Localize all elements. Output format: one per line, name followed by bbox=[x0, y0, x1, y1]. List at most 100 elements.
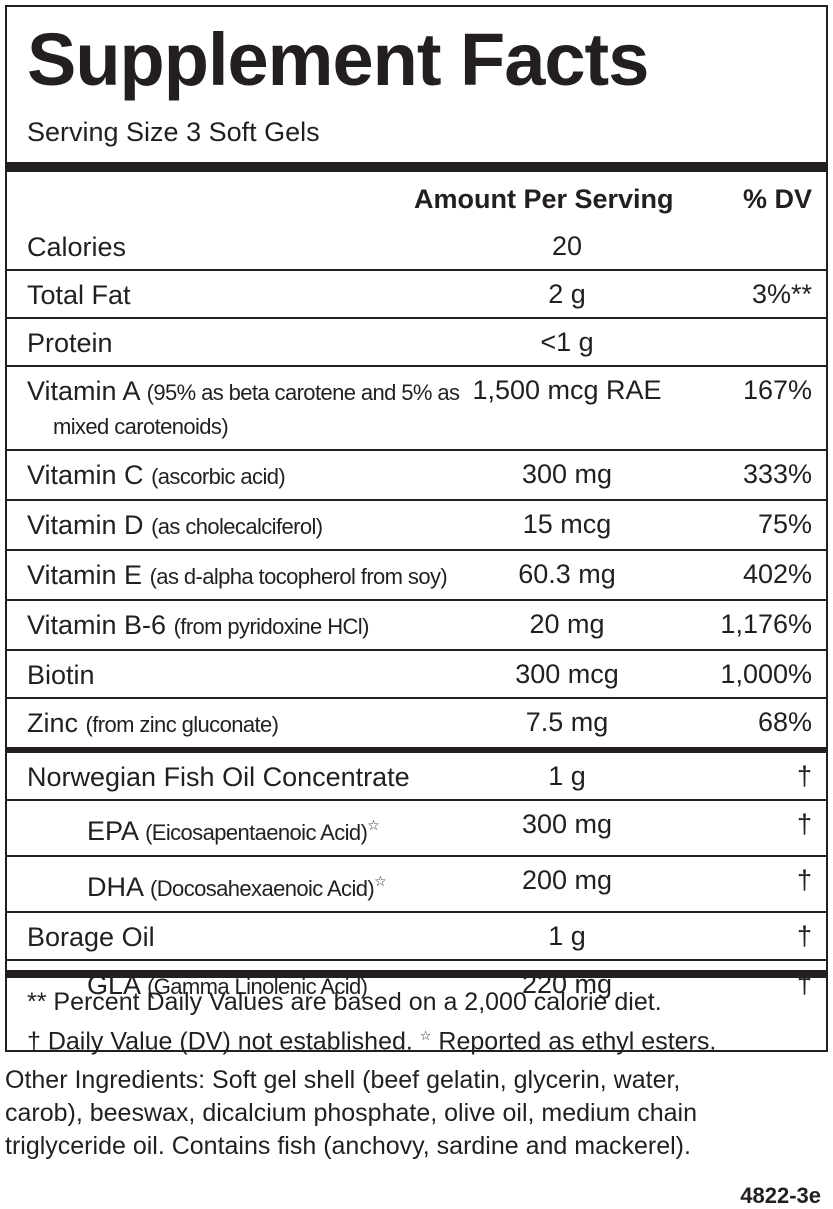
star-mark: ☆ bbox=[419, 1028, 432, 1043]
daily-value: † bbox=[796, 761, 812, 791]
daily-value: † bbox=[796, 865, 812, 895]
footnote-text: † Daily Value (DV) not established. bbox=[27, 1027, 413, 1056]
nutrient-row: Biotin 300 mcg 1,000% bbox=[7, 649, 826, 697]
amount: <1 g bbox=[540, 327, 594, 357]
footnote-text: Reported as ethyl esters. bbox=[438, 1027, 717, 1056]
nutrient-row: Vitamin B-6 (from pyridoxine HCl) 20 mg 1,… bbox=[7, 599, 826, 649]
daily-value: † bbox=[796, 809, 812, 839]
divider bbox=[7, 162, 826, 172]
amount: 20 mg bbox=[529, 609, 605, 639]
nutrient-note: (Gamma Linolenic Acid) bbox=[147, 974, 368, 999]
nutrient-note: (from zinc gluconate) bbox=[85, 712, 279, 737]
nutrient-name: Borage Oil bbox=[27, 922, 155, 952]
footnote: ** Percent Daily Values are based on a 2… bbox=[27, 988, 662, 1016]
footnote: † Daily Value (DV) not established. ☆ Re… bbox=[27, 1019, 826, 1058]
nutrient-table: Calories 20 Total Fat 2 g 3%** Protein <1 g Vit… bbox=[7, 223, 826, 1009]
nutrient-row: Borage Oil 1 g † bbox=[7, 911, 826, 959]
nutrient-note: (ascorbic acid) bbox=[151, 464, 286, 489]
nutrient-name: Zinc bbox=[27, 708, 79, 738]
column-header: Amount Per Serving % DV bbox=[7, 172, 826, 223]
nutrient-row: Vitamin E (as d-alpha tocopherol from so… bbox=[7, 549, 826, 599]
daily-value: 167% bbox=[742, 375, 812, 405]
nutrient-note: (Docosahexaenoic Acid) bbox=[150, 876, 375, 901]
nutrient-note: (Eicosapentaenoic Acid) bbox=[145, 820, 368, 845]
star-mark: ☆ bbox=[374, 873, 387, 889]
nutrient-row: Vitamin D (as cholecalciferol) 15 mcg 75% bbox=[7, 499, 826, 549]
nutrient-cell: Vitamin C (ascorbic acid) bbox=[7, 451, 497, 499]
ingredients-line: Other Ingredients: Soft gel shell (beef … bbox=[5, 1066, 681, 1094]
nutrient-name: Vitamin B-6 bbox=[27, 610, 167, 640]
nutrient-row: Vitamin A (95% as beta carotene and 5% a… bbox=[7, 365, 826, 449]
daily-value: 1,176% bbox=[720, 609, 812, 639]
amount: 300 mg bbox=[521, 809, 613, 839]
nutrient-name: Protein bbox=[27, 328, 113, 358]
daily-value: 333% bbox=[742, 459, 812, 489]
amount: 20 bbox=[551, 231, 583, 261]
daily-value: 402% bbox=[742, 559, 812, 589]
dv-header: % DV bbox=[742, 184, 812, 214]
nutrient-row: EPA (Eicosapentaenoic Acid)☆ 300 mg † bbox=[7, 799, 826, 855]
amount-header: Amount Per Serving bbox=[414, 184, 674, 214]
nutrient-cell: Norwegian Fish Oil Concentrate bbox=[7, 753, 497, 799]
amount: 300 mg bbox=[521, 459, 613, 489]
section: Norwegian Fish Oil Concentrate 1 g † EPA (E… bbox=[7, 747, 826, 1009]
amount: 7.5 mg bbox=[525, 707, 609, 737]
amount: 1 g bbox=[548, 921, 586, 951]
nutrient-name: DHA bbox=[87, 872, 143, 902]
title: Supplement Facts bbox=[27, 18, 649, 101]
ingredients-line: carob), beeswax, dicalcium phosphate, ol… bbox=[5, 1099, 698, 1127]
nutrient-name: Vitamin A bbox=[27, 376, 140, 406]
nutrient-cell: GLA (Gamma Linolenic Acid) bbox=[7, 961, 557, 1009]
nutrient-cell: Zinc (from zinc gluconate) bbox=[7, 699, 497, 747]
nutrient-row: Calories 20 bbox=[7, 223, 826, 269]
nutrient-row: Vitamin C (ascorbic acid) 300 mg 333% bbox=[7, 449, 826, 499]
star-mark: ☆ bbox=[367, 817, 380, 833]
nutrient-cell: Biotin bbox=[7, 651, 497, 697]
nutrient-row: DHA (Docosahexaenoic Acid)☆ 200 mg † bbox=[7, 855, 826, 911]
nutrient-note: (as cholecalciferol) bbox=[151, 514, 323, 539]
daily-value: 68% bbox=[757, 707, 812, 737]
product-code: 4822-3e bbox=[740, 1183, 821, 1208]
nutrient-name: Biotin bbox=[27, 660, 95, 690]
nutrient-name: Total Fat bbox=[27, 280, 131, 310]
nutrient-name: Vitamin D bbox=[27, 510, 144, 540]
amount: 200 mg bbox=[521, 865, 613, 895]
nutrient-row: Zinc (from zinc gluconate) 7.5 mg 68% bbox=[7, 697, 826, 747]
nutrient-row: Norwegian Fish Oil Concentrate 1 g † bbox=[7, 753, 826, 799]
nutrient-note: (95% as beta carotene and 5% as mixed ca… bbox=[53, 380, 460, 439]
amount: 1,500 mcg RAE bbox=[472, 375, 662, 405]
nutrient-note: (from pyridoxine HCl) bbox=[173, 614, 370, 639]
amount: 1 g bbox=[548, 761, 586, 791]
footnotes: ** Percent Daily Values are based on a 2… bbox=[7, 970, 826, 1058]
nutrient-name: Vitamin C bbox=[27, 460, 144, 490]
daily-value: † bbox=[796, 921, 812, 951]
nutrient-cell: Vitamin A (95% as beta carotene and 5% a… bbox=[7, 367, 493, 449]
ingredients-line: triglyceride oil. Contains fish (anchovy… bbox=[5, 1132, 691, 1160]
nutrient-cell: EPA (Eicosapentaenoic Acid)☆ bbox=[7, 801, 557, 855]
nutrient-cell: Protein bbox=[7, 319, 497, 365]
daily-value: 75% bbox=[757, 509, 812, 539]
nutrient-cell: Calories bbox=[7, 223, 497, 269]
nutrient-note: (as d-alpha tocopherol from soy) bbox=[149, 564, 448, 589]
daily-value: 1,000% bbox=[720, 659, 812, 689]
nutrient-cell: Vitamin D (as cholecalciferol) bbox=[7, 501, 497, 549]
nutrient-name: Vitamin E bbox=[27, 560, 143, 590]
serving-size: Serving Size 3 Soft Gels bbox=[27, 117, 320, 147]
nutrient-cell: Total Fat bbox=[7, 271, 497, 317]
amount: 15 mcg bbox=[522, 509, 612, 539]
facts-panel: Supplement Facts Serving Size 3 Soft Gel… bbox=[5, 5, 828, 1055]
nutrient-cell: Vitamin E (as d-alpha tocopherol from so… bbox=[7, 551, 497, 599]
nutrient-name: EPA bbox=[87, 816, 138, 846]
amount: 60.3 mg bbox=[518, 559, 616, 589]
daily-value: 3%** bbox=[751, 279, 812, 309]
nutrient-cell: DHA (Docosahexaenoic Acid)☆ bbox=[7, 857, 557, 911]
other-ingredients: Other Ingredients: Soft gel shell (beef … bbox=[5, 1064, 697, 1163]
nutrient-name: Norwegian Fish Oil Concentrate bbox=[27, 762, 410, 792]
amount: 2 g bbox=[548, 279, 586, 309]
nutrient-cell: Vitamin B-6 (from pyridoxine HCl) bbox=[7, 601, 497, 649]
nutrient-cell: Borage Oil bbox=[7, 913, 497, 959]
nutrient-row: Protein <1 g bbox=[7, 317, 826, 365]
amount: 300 mcg bbox=[515, 659, 619, 689]
nutrient-row: Total Fat 2 g 3%** bbox=[7, 269, 826, 317]
